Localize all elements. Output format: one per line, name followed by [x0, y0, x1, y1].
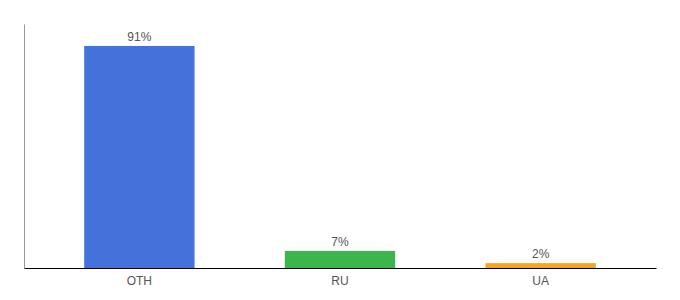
y-axis [24, 25, 25, 269]
plot-area: OTH RU UA 91% 7% 2% [25, 25, 657, 288]
x-tick: RU [331, 268, 348, 288]
x-tick-label: RU [331, 274, 348, 288]
y-axis-line [24, 25, 25, 269]
data-label: 7% [331, 235, 349, 249]
chart-svg: OTH RU UA 91% 7% 2% [0, 0, 680, 300]
x-axis-line [25, 268, 657, 269]
bar [84, 46, 194, 268]
bar [285, 251, 395, 268]
data-label: 91% [127, 30, 151, 44]
bar [485, 263, 595, 268]
x-tick-label: OTH [127, 274, 152, 288]
data-label: 2% [532, 247, 550, 261]
chart-container: OTH RU UA 91% 7% 2% [0, 0, 680, 300]
x-tick: UA [532, 268, 549, 288]
x-axis: OTH RU UA [25, 268, 657, 288]
bars [84, 46, 596, 268]
x-tick: OTH [127, 268, 152, 288]
data-labels: 91% 7% 2% [127, 30, 549, 261]
x-tick-label: UA [532, 274, 549, 288]
